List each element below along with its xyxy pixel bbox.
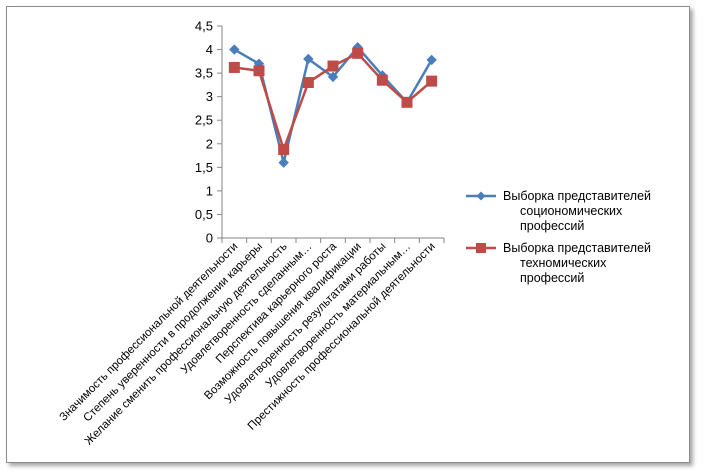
y-tick-label: 3: [206, 89, 213, 104]
data-point: [303, 53, 314, 65]
data-point: [228, 61, 240, 73]
chart-legend: Выборка представителейсоциономическихпро…: [466, 189, 651, 285]
y-tick-label: 2,5: [195, 113, 213, 128]
y-tick-label: 4,5: [195, 19, 213, 34]
data-point: [426, 75, 438, 87]
legend-label: Выборка представителей: [503, 241, 651, 255]
legend-label: профессий: [520, 271, 584, 285]
data-point: [278, 157, 289, 168]
data-point: [426, 54, 437, 66]
legend-label: социономических: [520, 204, 623, 218]
data-point: [229, 44, 240, 55]
data-point: [253, 65, 265, 77]
legend-entry-2: Выборка представителейтехномическихпрофе…: [466, 241, 651, 285]
y-tick-label: 0,5: [195, 207, 213, 222]
data-point: [376, 74, 388, 86]
legend-label: техномических: [520, 256, 607, 270]
y-tick-label: 4: [206, 42, 213, 57]
data-point: [401, 96, 413, 108]
data-point: [302, 77, 314, 89]
data-point: [327, 71, 339, 83]
chart-frame: [6, 6, 690, 463]
legend-marker: [476, 243, 486, 253]
chart-axes: [221, 26, 444, 239]
data-point: [327, 60, 339, 72]
data-point: [278, 143, 290, 155]
y-tick-label: 1: [206, 183, 213, 198]
legend-label: профессий: [520, 219, 584, 233]
y-tick-label: 1,5: [195, 160, 213, 175]
y-tick-label: 3,5: [195, 66, 213, 81]
y-tick-label: 0: [206, 231, 213, 246]
series-2: [228, 47, 438, 155]
data-point: [352, 47, 364, 59]
legend-entry-1: Выборка представителейсоциономическихпро…: [466, 189, 651, 233]
chart-series: [228, 41, 438, 168]
legend-label: Выборка представителей: [503, 189, 651, 203]
legend-marker: [476, 191, 486, 201]
x-axis-category-labels: Значимость профессиональной деятельности…: [57, 238, 445, 448]
y-tick-label: 2: [206, 136, 213, 151]
y-axis-ticks: 0 0,5 1 1,5 2 2,5 3 3,5 4 4,5: [195, 19, 222, 246]
